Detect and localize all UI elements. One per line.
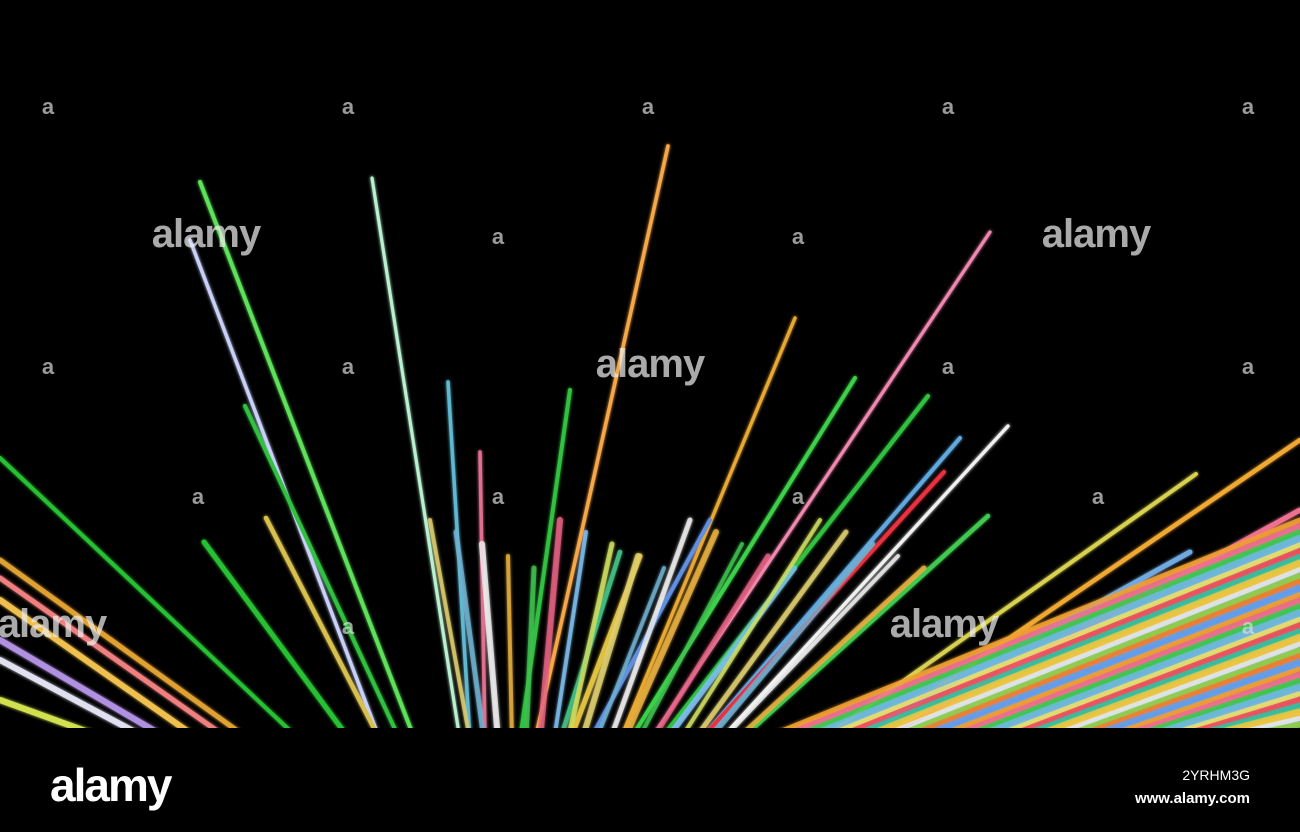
light-ray xyxy=(925,591,1300,743)
light-ray xyxy=(552,530,588,742)
image-id: 2YRHM3G xyxy=(1182,767,1250,783)
light-ray xyxy=(678,518,822,742)
light-ray xyxy=(428,518,472,742)
light-ray xyxy=(649,553,771,743)
light-ray xyxy=(479,541,501,743)
light-ray xyxy=(1022,633,1300,744)
light-ray xyxy=(966,609,1300,744)
light-ray xyxy=(198,180,417,742)
light-ray xyxy=(718,424,1010,742)
light-ray xyxy=(1078,658,1300,744)
light-ray xyxy=(0,657,153,743)
light-ray xyxy=(1037,641,1300,743)
light-ray xyxy=(705,541,875,743)
light-ray xyxy=(939,597,1300,743)
light-ray xyxy=(370,176,462,742)
light-ray xyxy=(0,637,173,743)
light-ray xyxy=(478,450,487,742)
light-ray xyxy=(952,603,1300,744)
light-ray xyxy=(883,572,1300,743)
light-ray xyxy=(691,529,849,743)
light-ray xyxy=(565,541,615,743)
light-ray xyxy=(720,554,900,742)
light-ray xyxy=(243,404,402,742)
light-ray xyxy=(854,559,1300,744)
site-url[interactable]: www.alamy.com xyxy=(1134,790,1250,807)
light-rays-graphic xyxy=(0,144,1300,745)
light-ray xyxy=(995,622,1300,743)
light-ray xyxy=(537,517,563,743)
light-ray xyxy=(201,539,353,743)
light-ray xyxy=(737,513,991,743)
light-ray xyxy=(0,557,253,743)
light-ray xyxy=(1051,647,1300,743)
light-ray xyxy=(869,567,1300,743)
light-ray xyxy=(1008,628,1300,744)
light-ray xyxy=(827,548,1300,743)
light-ray xyxy=(784,528,1300,744)
light-ray xyxy=(533,144,670,742)
light-ray xyxy=(733,565,927,743)
light-ray xyxy=(594,566,666,742)
light-ray xyxy=(910,584,1300,744)
light-ray xyxy=(896,578,1300,744)
footer-bar: alamy 2YRHM3G www.alamy.com xyxy=(0,745,1300,832)
light-ray xyxy=(621,529,719,743)
light-ray xyxy=(771,523,1300,743)
light-ray xyxy=(607,517,693,743)
light-ray xyxy=(757,517,1300,743)
light-ray xyxy=(453,529,487,743)
light-ray xyxy=(1064,652,1300,744)
light-ray xyxy=(813,542,1300,743)
light-ray xyxy=(840,553,1300,744)
light-ray xyxy=(506,554,514,742)
base-shadow xyxy=(0,728,1300,745)
light-ray xyxy=(0,597,203,743)
light-ray xyxy=(263,515,383,743)
light-ray xyxy=(0,456,302,742)
photo: a a a a a alamy a a alamy a a alamy a a … xyxy=(0,95,1300,745)
light-ray xyxy=(618,316,797,742)
alamy-logo[interactable]: alamy xyxy=(50,759,172,811)
light-ray xyxy=(798,534,1300,744)
light-ray xyxy=(636,542,744,742)
light-ray xyxy=(0,575,233,743)
light-ray xyxy=(579,553,641,743)
light-ray xyxy=(523,565,537,743)
light-ray xyxy=(981,616,1300,743)
light-ray xyxy=(628,376,857,742)
